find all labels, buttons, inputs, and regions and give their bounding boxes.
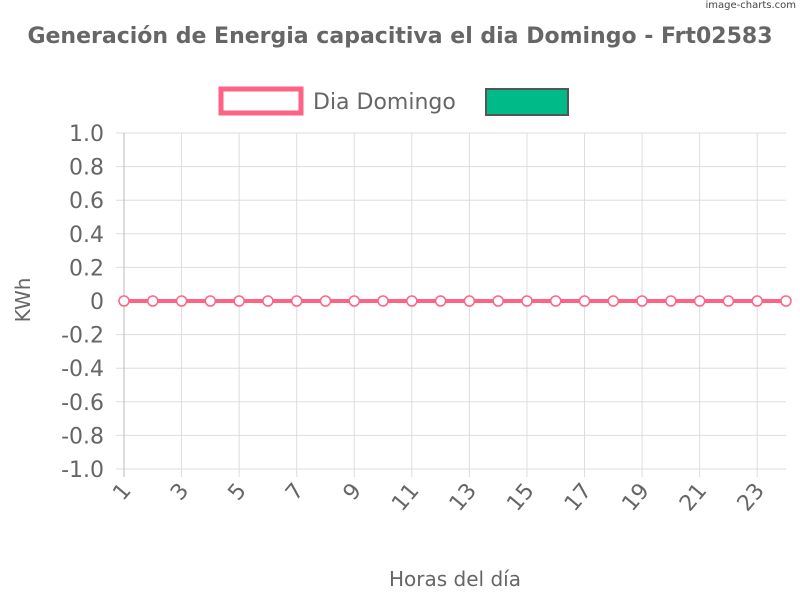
data-point xyxy=(319,295,332,307)
y-axis-label: KWh xyxy=(11,278,35,323)
legend: Dia Domingo xyxy=(218,86,569,116)
x-tick-label: 19 xyxy=(618,479,655,517)
y-axis-ticks: 1.0 0.8 0.6 0.4 0.2 0 -0.2 -0.4 -0.6 -0.8 -1.0 xyxy=(61,122,104,483)
data-point xyxy=(147,295,159,307)
data-point xyxy=(175,295,188,307)
data-point xyxy=(348,295,361,307)
data-point xyxy=(751,295,763,307)
y-tick-label: -0.4 xyxy=(61,357,104,382)
y-tick-label: -0.6 xyxy=(61,391,104,416)
x-axis-ticks: 1 3 5 7 9 11 13 15 17 19 21 23 xyxy=(108,479,769,517)
data-point xyxy=(233,295,245,307)
data-point xyxy=(406,295,418,307)
x-tick-label: 11 xyxy=(387,479,424,517)
data-point xyxy=(722,295,735,307)
legend-swatch-dia-domingo xyxy=(218,86,304,116)
data-point xyxy=(204,295,217,307)
x-tick-label: 9 xyxy=(339,479,367,506)
series-group xyxy=(118,295,792,307)
data-point xyxy=(492,295,504,307)
y-tick-label: 0.2 xyxy=(69,256,104,281)
x-axis-label: Horas del día xyxy=(389,567,521,591)
data-point xyxy=(463,295,476,307)
x-tick-label: 3 xyxy=(166,479,194,506)
data-point xyxy=(262,295,274,307)
data-point xyxy=(118,295,130,307)
data-point xyxy=(693,295,706,307)
y-tick-label: 0.6 xyxy=(69,189,104,214)
y-tick-label: -1.0 xyxy=(61,458,104,483)
data-point xyxy=(578,295,591,307)
x-tick-label: 13 xyxy=(445,479,482,517)
y-tick-label: 0.8 xyxy=(69,156,104,181)
data-point xyxy=(290,295,303,307)
data-point xyxy=(636,295,648,307)
watermark: image-charts.com xyxy=(705,0,797,11)
data-point xyxy=(521,295,533,307)
data-point xyxy=(549,295,562,307)
x-tick-label: 21 xyxy=(675,479,712,517)
grid xyxy=(116,132,786,477)
x-tick-label: 17 xyxy=(560,479,597,517)
data-point xyxy=(665,295,677,307)
y-tick-label: 0 xyxy=(90,290,104,315)
chart-title: Generación de Energia capacitiva el dia … xyxy=(27,24,772,49)
x-tick-label: 23 xyxy=(733,479,770,517)
legend-label-dia-domingo: Dia Domingo xyxy=(313,90,456,115)
data-point xyxy=(607,295,620,307)
y-tick-label: -0.8 xyxy=(61,424,104,449)
y-tick-label: 1.0 xyxy=(69,122,104,147)
y-tick-label: 0.4 xyxy=(69,223,104,248)
legend-swatch-2 xyxy=(485,88,569,116)
data-point xyxy=(377,295,389,307)
data-point xyxy=(434,295,447,307)
x-tick-label: 7 xyxy=(281,479,309,506)
x-tick-label: 1 xyxy=(108,479,136,506)
x-tick-label: 5 xyxy=(224,479,252,506)
y-tick-label: -0.2 xyxy=(61,324,104,349)
data-point xyxy=(780,295,792,307)
x-tick-label: 15 xyxy=(502,479,539,517)
